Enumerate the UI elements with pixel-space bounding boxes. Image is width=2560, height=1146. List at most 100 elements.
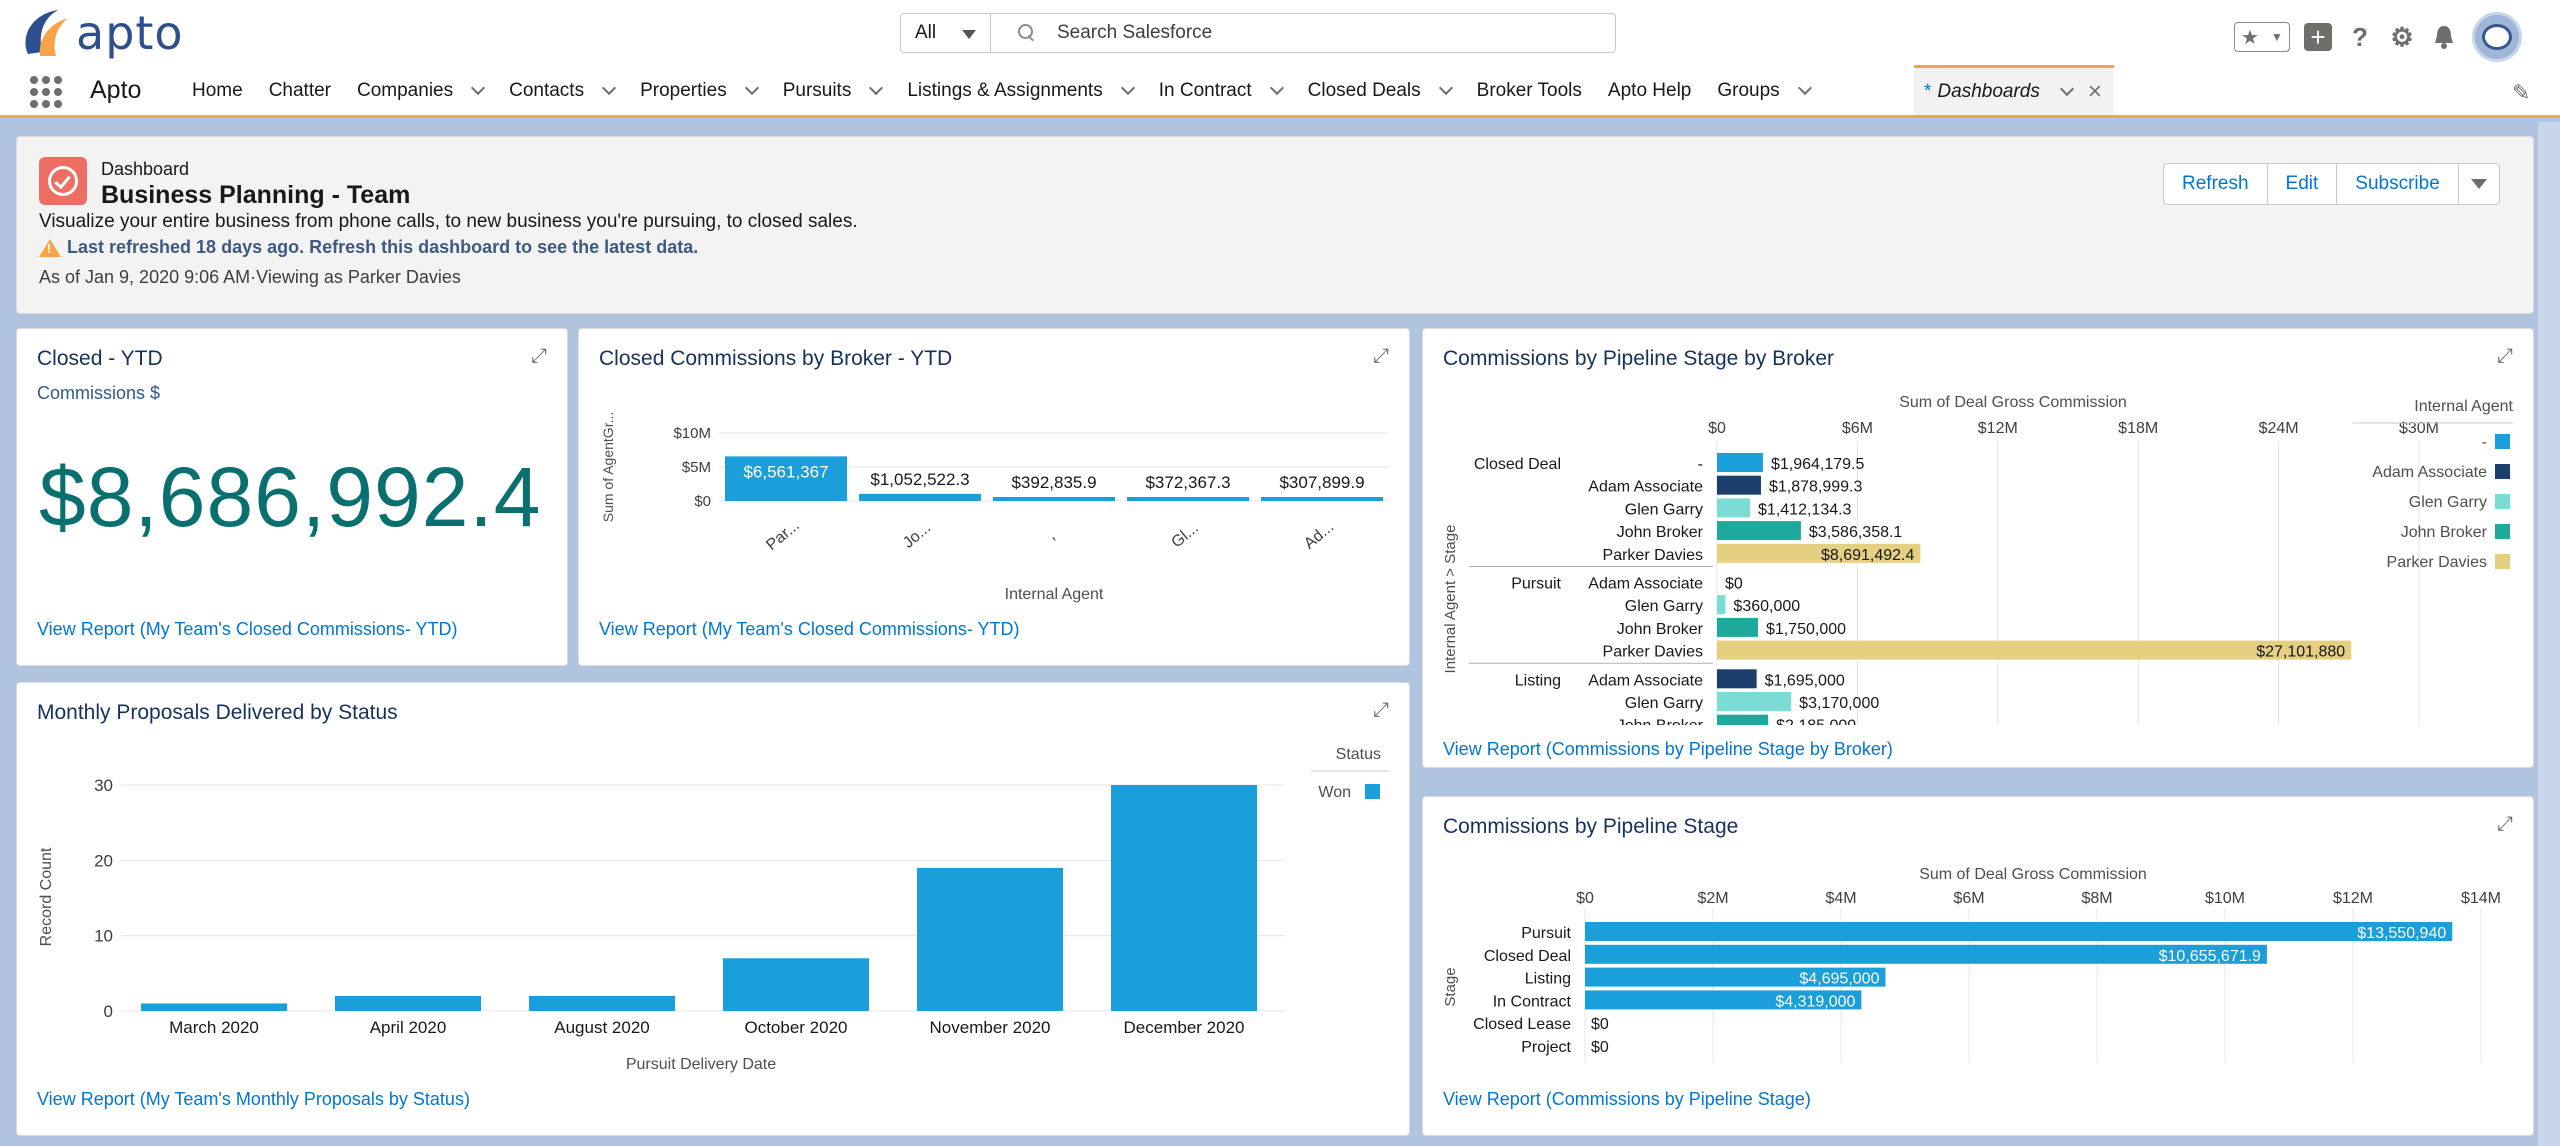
app-launcher-grid-icon[interactable] [30,76,62,108]
view-report-link[interactable]: View Report (My Team's Closed Commission… [37,619,458,639]
favorites-button[interactable]: ★ ▼ [2234,22,2290,52]
chevron-down-icon[interactable] [1797,80,1812,95]
agent-label: John Broker [1617,524,1704,541]
nav-item-companies[interactable]: Companies [357,66,486,115]
subscribe-button[interactable]: Subscribe [2336,163,2459,205]
chevron-down-icon[interactable] [602,80,617,95]
stage-label: Closed Deal [1484,948,1571,965]
chevron-down-icon[interactable] [1120,80,1135,95]
nav-item-chatter[interactable]: Chatter [269,66,331,115]
x-tick-label: $30M [2399,420,2439,437]
nav-item-in-contract[interactable]: In Contract [1158,66,1284,115]
legend-swatch [1365,784,1380,799]
nav-item-broker-tools[interactable]: Broker Tools [1477,66,1582,115]
star-icon: ★ [2241,26,2259,49]
search-scope-select[interactable]: All [901,14,991,52]
as-of-timestamp: As of Jan 9, 2020 9:06 AM·Viewing as Par… [39,267,461,287]
close-icon[interactable]: × [2087,77,2102,105]
view-report-link[interactable]: View Report (My Team's Monthly Proposals… [37,1089,470,1109]
bar [1717,714,1769,725]
data-label: $1,052,522.3 [870,470,969,489]
x-tick-label: August 2020 [554,1018,649,1037]
agent-label: - [1698,456,1703,473]
user-avatar[interactable] [2472,12,2522,62]
apto-logo[interactable]: apto [18,4,184,62]
bell-icon[interactable] [2430,23,2458,51]
chevron-down-icon[interactable] [869,80,884,95]
x-tick-label: Par... [763,517,803,554]
bar [1717,521,1801,541]
global-actions-plus-icon[interactable]: + [2304,23,2332,51]
data-label: $6,561,367 [743,462,828,481]
dashboard-button-group: Refresh Edit Subscribe [2163,163,2500,205]
x-tick-label: $6M [1953,890,1984,907]
y-axis-label: Internal Agent > Stage [1442,525,1459,674]
nav-item-contacts[interactable]: Contacts [509,66,617,115]
search-input[interactable]: Search Salesforce [1057,22,1213,43]
y-tick-label: $5M [682,459,711,476]
data-label: $1,412,134.3 [1758,501,1852,518]
expand-icon[interactable] [531,343,549,367]
data-label: $4,695,000 [1799,971,1879,988]
stage-label: Closed Lease [1473,1016,1571,1033]
agent-label: John Broker [1617,621,1704,638]
nav-item-pursuits[interactable]: Pursuits [783,66,884,115]
nav-item-listings-assignments[interactable]: Listings & Assignments [907,66,1135,115]
chevron-down-icon[interactable] [2059,81,2074,96]
card-pipeline-stage: Commissions by Pipeline Stage Sum of Dea… [1422,796,2534,1136]
global-search: All Search Salesforce [900,13,1616,53]
legend-label: - [2482,434,2487,451]
view-report-link[interactable]: View Report (Commissions by Pipeline Sta… [1443,1089,1811,1109]
expand-icon[interactable] [1373,343,1391,367]
edit-button[interactable]: Edit [2266,163,2338,205]
tab-dashboards[interactable]: * Dashboards × [1914,65,2114,115]
view-report-link[interactable]: View Report (My Team's Closed Commission… [599,619,1020,639]
help-icon[interactable]: ? [2352,21,2368,52]
dashboard-header: Dashboard Business Planning - Team Visua… [16,136,2534,314]
chevron-down-icon[interactable] [744,80,759,95]
bar [1717,475,1761,495]
x-tick-label: $10M [2205,890,2245,907]
axis-title: Sum of Deal Gross Commission [1919,866,2147,883]
agent-label: Glen Garry [1625,598,1703,615]
y-axis-label: Stage [1442,967,1459,1006]
legend-label: John Broker [2401,524,2488,541]
bar [1111,785,1257,1011]
expand-icon[interactable] [2497,343,2515,367]
agent-label: Adam Associate [1588,672,1703,689]
x-tick-label: , [1044,528,1058,544]
agent-label: Parker Davies [1603,547,1703,564]
legend-label: Parker Davies [2387,554,2487,571]
card-title: Closed - YTD [37,347,163,370]
chevron-down-icon[interactable] [1269,80,1284,95]
nav-item-label: In Contract [1158,79,1252,101]
data-label: $8,691,492.4 [1821,547,1915,564]
gear-icon[interactable]: ⚙ [2390,21,2414,52]
nav-item-properties[interactable]: Properties [640,66,759,115]
view-report-link[interactable]: View Report (Commissions by Pipeline Sta… [1443,739,1893,759]
nav-item-home[interactable]: Home [192,66,243,115]
bar [859,493,981,501]
data-label: $0 [1591,1016,1609,1033]
chevron-down-icon[interactable] [471,80,486,95]
expand-icon[interactable] [2497,811,2515,835]
page-scrollbar[interactable] [2538,122,2560,1146]
bar [1127,497,1249,501]
nav-item-apto-help[interactable]: Apto Help [1608,66,1691,115]
nav-item-closed-deals[interactable]: Closed Deals [1308,66,1453,115]
edit-nav-pencil-icon[interactable]: ✎ [2512,80,2531,105]
nav-item-groups[interactable]: Groups [1717,66,1812,115]
chevron-down-icon[interactable] [1438,80,1453,95]
legend-swatch [2495,434,2510,449]
axis-title: Sum of Deal Gross Commission [1899,394,2127,411]
x-axis-label: Internal Agent [1005,586,1104,603]
data-label: $0 [1725,576,1743,593]
dashboard-icon [39,157,87,205]
caret-down-icon [2470,179,2487,189]
refresh-button[interactable]: Refresh [2163,163,2268,205]
data-label: $10,655,671.9 [2159,948,2261,965]
expand-icon[interactable] [1373,697,1391,721]
legend-title: Status [1336,746,1381,763]
card-title: Closed Commissions by Broker - YTD [599,347,953,370]
more-actions-button[interactable] [2457,163,2500,205]
